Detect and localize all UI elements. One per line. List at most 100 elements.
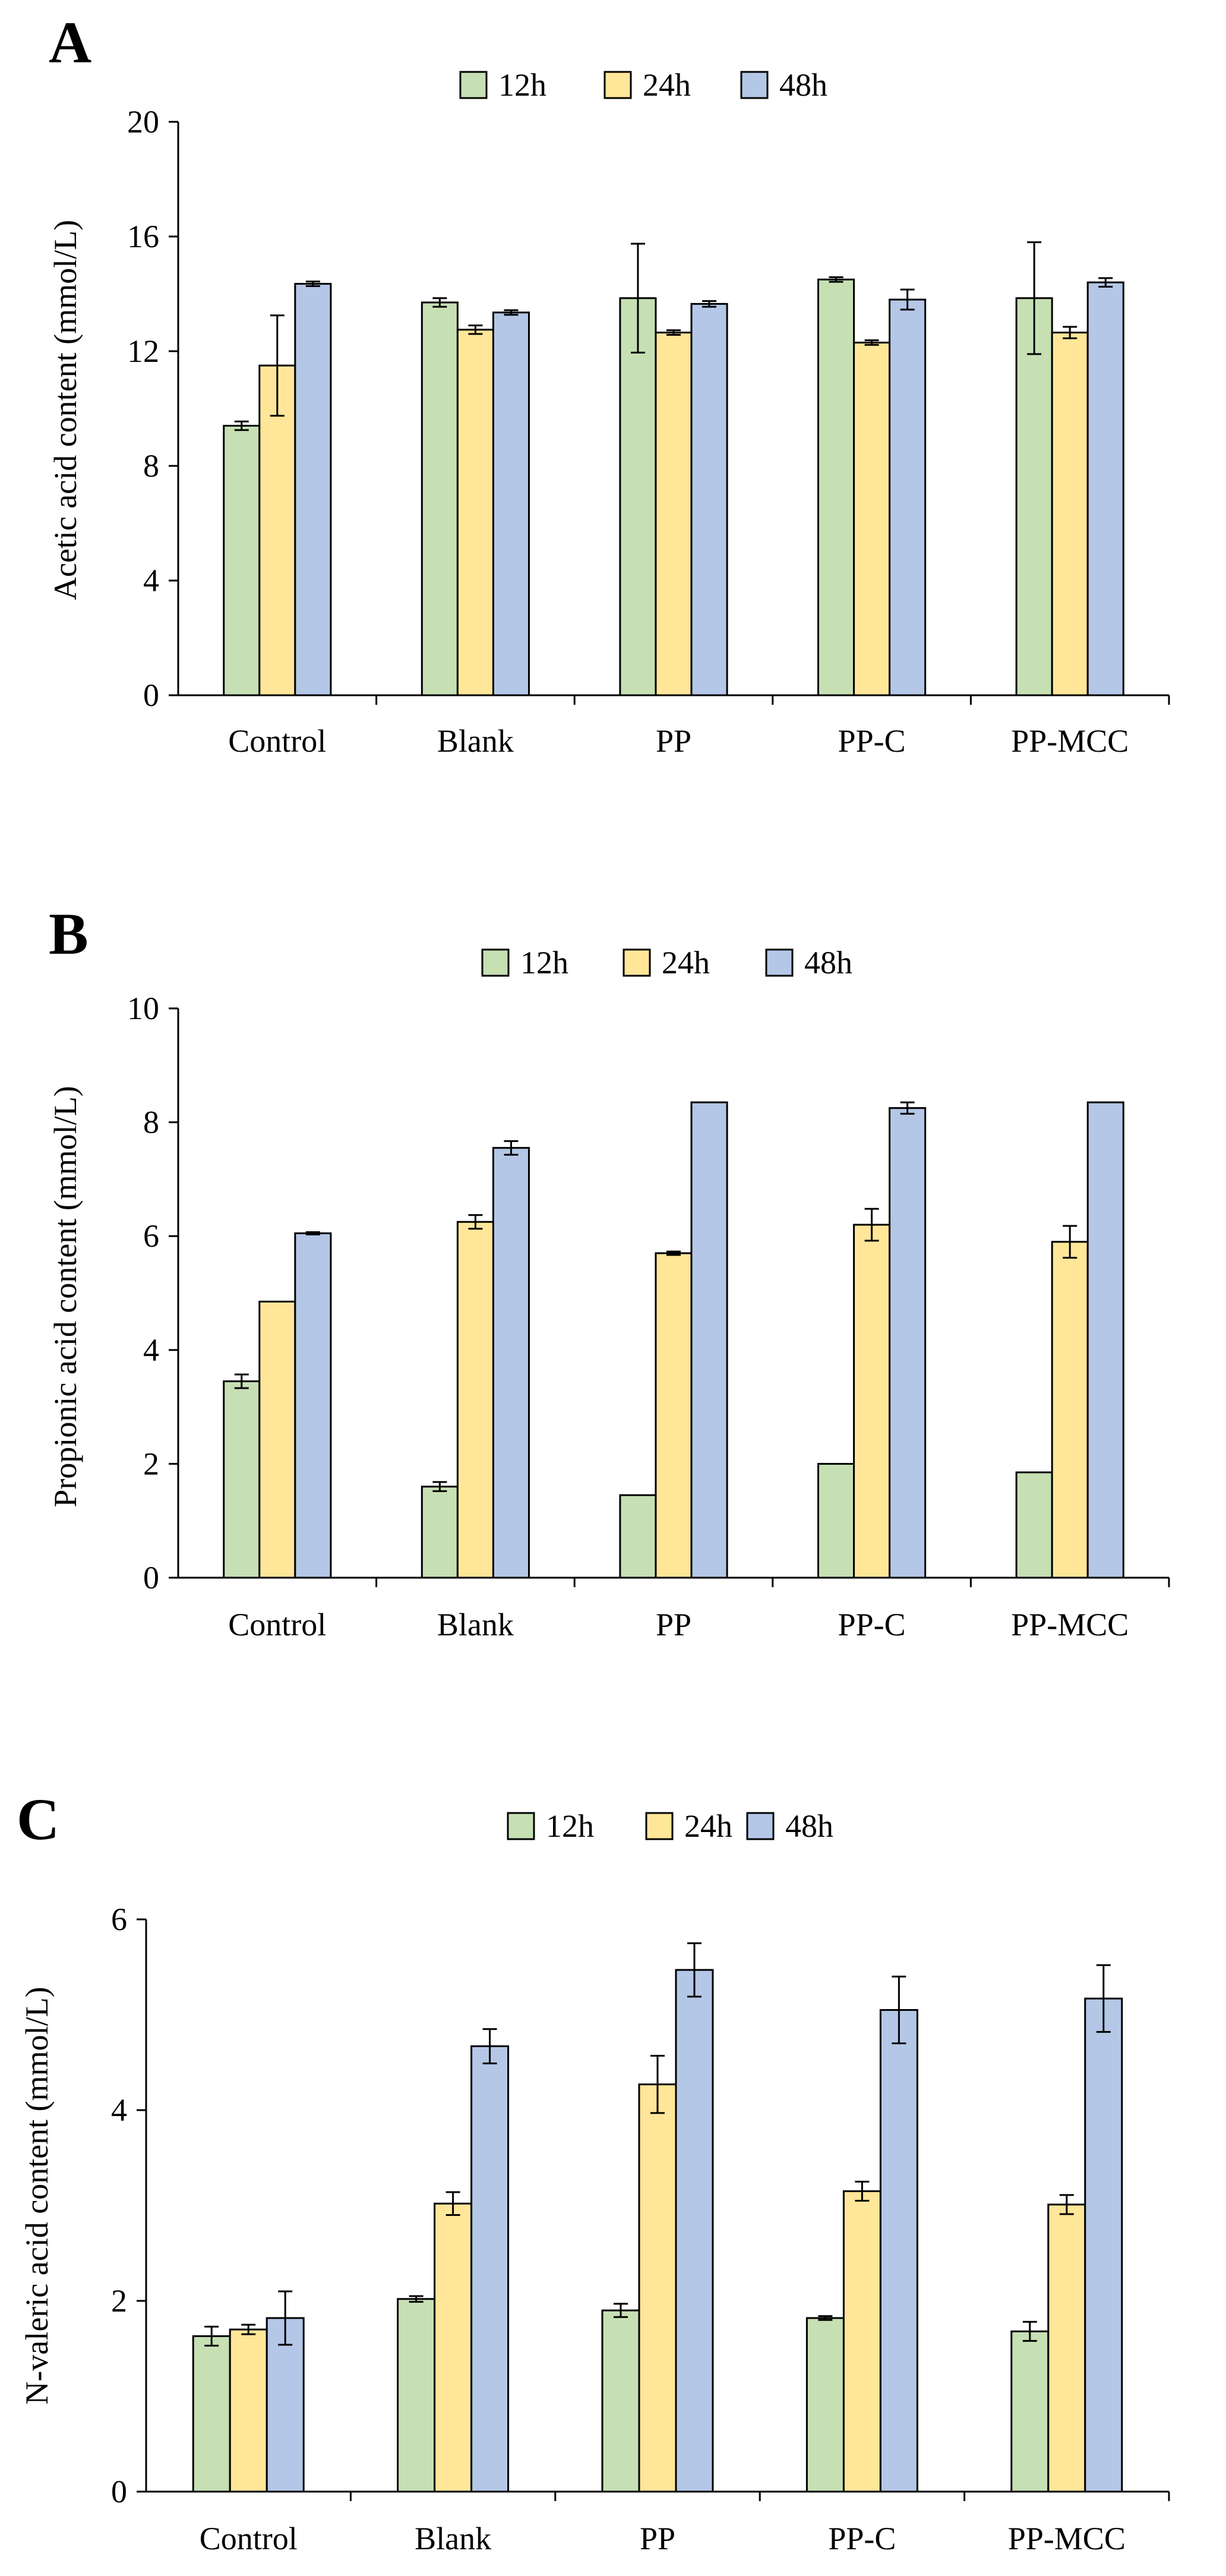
bar bbox=[1086, 281, 1124, 696]
bar bbox=[889, 1107, 927, 1579]
bar bbox=[421, 1486, 459, 1579]
bar bbox=[619, 297, 657, 696]
legend-swatch bbox=[740, 71, 769, 99]
legend-label: 12h bbox=[546, 1808, 594, 1844]
y-axis-label: Propionic acid content (mmol/L) bbox=[48, 1086, 83, 1507]
x-tick-label: PP-MCC bbox=[1011, 723, 1129, 759]
bar bbox=[638, 2083, 677, 2493]
x-tick-label: Blank bbox=[437, 1607, 514, 1642]
y-axis-label: Acetic acid content (mmol/L) bbox=[48, 220, 83, 600]
x-tick-label: PP-C bbox=[838, 1607, 906, 1642]
legend-label: 48h bbox=[779, 67, 827, 103]
y-tick-label: 0 bbox=[143, 677, 159, 713]
x-tick-label: PP-MCC bbox=[1008, 2521, 1126, 2556]
bar bbox=[817, 278, 855, 696]
x-tick-label: PP-C bbox=[828, 2521, 896, 2556]
legend-swatch bbox=[765, 948, 794, 977]
y-tick-label: 6 bbox=[143, 1218, 159, 1254]
x-tick-label: PP-MCC bbox=[1011, 1607, 1129, 1642]
bar bbox=[470, 2045, 510, 2493]
bar bbox=[1015, 1471, 1053, 1579]
bar bbox=[266, 2317, 305, 2493]
bar bbox=[853, 1224, 891, 1579]
legend-label: 12h bbox=[498, 67, 546, 103]
bar bbox=[1086, 1101, 1124, 1579]
panel-b: B Propionic acid content (mmol/L) 12h 24h… bbox=[48, 901, 1170, 1642]
bars bbox=[223, 241, 1124, 696]
bar bbox=[492, 1147, 530, 1579]
y-tick-label: 2 bbox=[111, 2283, 127, 2319]
bar bbox=[889, 298, 927, 696]
bar bbox=[842, 2190, 881, 2493]
legend-swatch bbox=[746, 1812, 775, 1840]
panel-c: C N-valeric acid content (mmol/L) 12h 24h… bbox=[17, 1786, 1170, 2556]
x-tick-label: Control bbox=[228, 723, 326, 759]
legend-swatch bbox=[603, 71, 632, 99]
bars bbox=[192, 1942, 1123, 2493]
x-tick-label: Control bbox=[228, 1607, 326, 1642]
axes: 0 2 4 6 Control Blank PP PP-C PP-MCC bbox=[111, 1902, 1170, 2556]
bar bbox=[294, 1232, 332, 1579]
bar bbox=[1084, 1997, 1123, 2493]
legend: 12h 24h 48h bbox=[507, 1808, 833, 1844]
x-tick-label: PP-C bbox=[838, 723, 906, 759]
y-tick-label: 0 bbox=[111, 2474, 127, 2509]
legend-swatch bbox=[459, 71, 488, 99]
bar bbox=[1010, 2330, 1050, 2493]
bar bbox=[434, 2202, 473, 2493]
x-tick-label: Control bbox=[200, 2521, 298, 2556]
bar bbox=[223, 424, 261, 696]
bar bbox=[817, 1462, 855, 1579]
bar bbox=[492, 311, 530, 696]
x-tick-label: PP bbox=[656, 1607, 691, 1642]
bar bbox=[619, 1494, 657, 1579]
bar bbox=[690, 302, 728, 696]
y-tick-label: 4 bbox=[111, 2092, 127, 2128]
y-tick-label: 6 bbox=[111, 1902, 127, 1937]
bar bbox=[655, 332, 693, 696]
bar bbox=[690, 1101, 728, 1579]
panel-letter: A bbox=[49, 10, 91, 75]
bar bbox=[258, 1300, 296, 1579]
y-tick-label: 8 bbox=[143, 448, 159, 484]
bar bbox=[1015, 297, 1053, 696]
legend-swatch bbox=[645, 1812, 674, 1840]
bar bbox=[601, 2309, 640, 2493]
legend-swatch bbox=[481, 948, 510, 977]
legend-label: 24h bbox=[684, 1808, 732, 1844]
axes: 0 4 8 12 16 20 Control Blank PP PP-C PP-MCC bbox=[127, 104, 1170, 759]
bar bbox=[229, 2328, 268, 2493]
bar bbox=[1047, 2203, 1086, 2493]
legend-label: 24h bbox=[662, 945, 710, 980]
legend-swatch bbox=[507, 1812, 535, 1840]
panel-letter: B bbox=[49, 901, 89, 967]
bars bbox=[223, 1101, 1124, 1579]
legend: 12h 24h 48h bbox=[459, 67, 827, 103]
y-tick-label: 4 bbox=[143, 1332, 159, 1368]
y-tick-label: 8 bbox=[143, 1105, 159, 1140]
y-axis-label: N-valeric acid content (mmol/L) bbox=[19, 1987, 55, 2404]
bar bbox=[294, 283, 332, 696]
bar bbox=[192, 2335, 231, 2493]
y-tick-label: 4 bbox=[143, 563, 159, 598]
bar bbox=[853, 342, 891, 696]
panel-a: A Acetic acid content (mmol/L) 12h 24h 48h… bbox=[48, 10, 1170, 759]
bar bbox=[456, 1221, 494, 1579]
axes: 0 2 4 6 8 10 Control Blank PP PP-C PP-MCC bbox=[127, 991, 1170, 1642]
bar bbox=[675, 1969, 714, 2493]
x-tick-label: PP bbox=[640, 2521, 675, 2556]
legend-label: 24h bbox=[643, 67, 691, 103]
bar bbox=[879, 2009, 918, 2493]
x-tick-label: Blank bbox=[437, 723, 514, 759]
y-tick-label: 2 bbox=[143, 1446, 159, 1481]
bar bbox=[223, 1380, 261, 1579]
bar bbox=[397, 2298, 436, 2493]
bar bbox=[805, 2317, 845, 2493]
x-tick-label: PP bbox=[656, 723, 691, 759]
y-tick-label: 0 bbox=[143, 1560, 159, 1596]
x-tick-label: Blank bbox=[415, 2521, 491, 2556]
y-tick-label: 16 bbox=[127, 219, 159, 254]
legend: 12h 24h 48h bbox=[481, 945, 852, 980]
panel-letter: C bbox=[17, 1786, 59, 1852]
